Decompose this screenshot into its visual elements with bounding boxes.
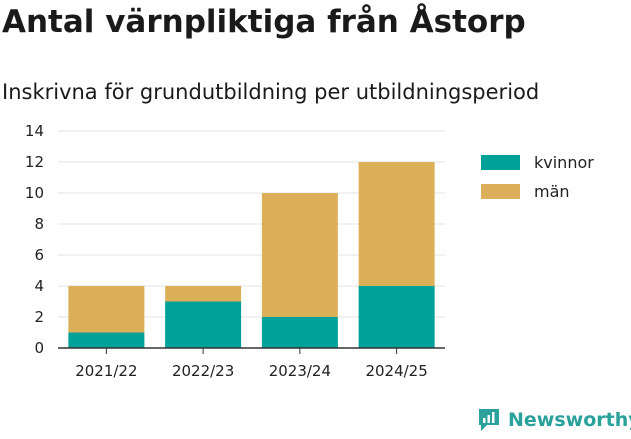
legend-item-man: män xyxy=(481,177,594,206)
legend-label-kvinnor: kvinnor xyxy=(534,153,594,172)
brand-label: Newsworthy xyxy=(508,409,631,431)
bar-segment-kvinnor xyxy=(261,317,338,348)
x-axis-ticks: 2021/22 2022/23 2023/24 2024/25 xyxy=(75,348,428,380)
legend-label-man: män xyxy=(534,182,570,201)
legend: kvinnor män xyxy=(481,148,594,206)
y-tick-label: 8 xyxy=(34,215,44,233)
y-tick-label: 0 xyxy=(34,339,44,357)
y-tick-label: 10 xyxy=(25,184,44,202)
bar-segment-kvinnor xyxy=(165,301,242,348)
x-tick-label: 2023/24 xyxy=(269,362,331,380)
bar-segment-man xyxy=(261,193,338,317)
y-tick-label: 12 xyxy=(25,153,44,171)
bar-segment-man xyxy=(68,286,145,333)
legend-swatch-kvinnor xyxy=(481,155,520,170)
y-tick-label: 6 xyxy=(34,246,44,264)
x-tick-label: 2021/22 xyxy=(75,362,137,380)
bar-segment-kvinnor xyxy=(358,286,435,348)
y-tick-label: 4 xyxy=(34,277,44,295)
newsworthy-logo[interactable]: Newsworthy xyxy=(477,407,631,433)
newsworthy-logo-icon xyxy=(479,409,499,431)
bars xyxy=(68,162,435,348)
bar-segment-man xyxy=(358,162,435,286)
x-tick-label: 2024/25 xyxy=(365,362,427,380)
chart-subtitle: Inskrivna för grundutbildning per utbild… xyxy=(2,80,540,104)
x-tick-label: 2022/23 xyxy=(172,362,234,380)
legend-swatch-man xyxy=(481,184,520,199)
y-axis-ticks: 0 2 4 6 8 10 12 14 xyxy=(25,122,44,357)
y-tick-label: 2 xyxy=(34,308,44,326)
legend-item-kvinnor: kvinnor xyxy=(481,148,594,177)
bar-segment-kvinnor xyxy=(68,332,145,348)
y-tick-label: 14 xyxy=(25,122,44,140)
chart-title: Antal värnpliktiga från Åstorp xyxy=(2,4,526,40)
bar-segment-man xyxy=(165,286,242,302)
